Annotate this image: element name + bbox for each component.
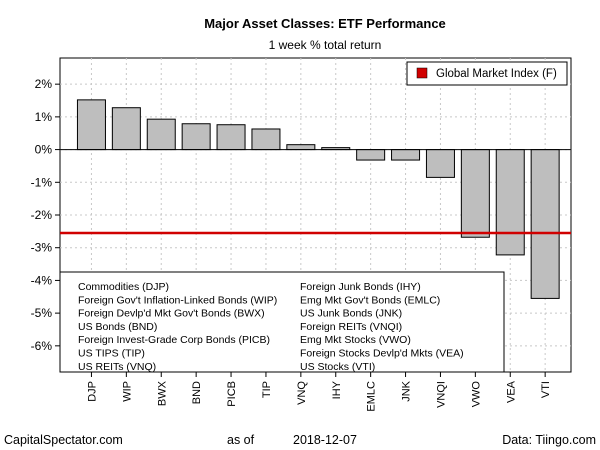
footer-as-of: as of <box>227 433 255 447</box>
bars <box>76 99 560 299</box>
x-tick-label-vnqi: VNQI <box>435 381 447 408</box>
x-tick-label-emlc: EMLC <box>366 381 378 412</box>
bar-picb <box>216 124 246 151</box>
x-tick-label-vti: VTI <box>540 381 552 398</box>
x-tick-label-jnk: JNK <box>401 380 413 401</box>
x-axis: DJP WIP BWX BND PICB TIP VNQ IHY EMLC JNK VNQI VWO V… <box>86 372 552 412</box>
legend-swatch <box>416 67 428 79</box>
bar-emlc <box>356 149 386 161</box>
y-axis: 2% 1% 0% -1% -2% -3% -4% -5% -6% <box>31 77 60 353</box>
legend-box <box>406 61 568 86</box>
footer-source-right: Data: Tiingo.com <box>502 433 596 447</box>
key-entry: US TIPS (TIP) <box>78 348 145 360</box>
key-entry: US Bonds (BND) <box>78 321 157 333</box>
key-entry: Foreign Devlp'd Mkt Gov't Bonds (BWX) <box>78 308 265 320</box>
y-tick-label: -4% <box>31 273 53 287</box>
key-entry: Foreign REITs (VNQI) <box>300 321 402 333</box>
y-tick-label: -3% <box>31 241 53 255</box>
footer-date: 2018-12-07 <box>293 433 357 447</box>
legend-label: Global Market Index (F) <box>436 68 557 80</box>
key-entry: Commodities (DJP) <box>78 281 169 293</box>
legend: Global Market Index (F) <box>406 61 568 86</box>
bar-vea <box>495 149 525 256</box>
ticker-key: Commodities (DJP)Foreign Gov't Inflation… <box>59 271 505 373</box>
chart-title: Major Asset Classes: ETF Performance <box>204 16 446 31</box>
x-tick-label-ihy: IHY <box>331 380 343 399</box>
bar-vwo <box>460 149 490 238</box>
y-tick-label: -1% <box>31 175 53 189</box>
x-tick-label-bnd: BND <box>191 381 203 404</box>
bar-tip <box>251 128 281 151</box>
bar-jnk <box>391 149 421 161</box>
x-tick-label-djp: DJP <box>86 381 98 402</box>
bar-vnqi <box>425 149 455 178</box>
y-tick-label: 1% <box>35 110 53 124</box>
key-entry: Foreign Junk Bonds (IHY) <box>300 281 421 293</box>
x-tick-label-tip: TIP <box>261 381 273 398</box>
y-tick-label: -2% <box>31 208 53 222</box>
y-tick-label: -6% <box>31 339 53 353</box>
key-entry: US Stocks (VTI) <box>300 361 375 373</box>
y-tick-label: -5% <box>31 306 53 320</box>
key-entry: Foreign Stocks Devlp'd Mkts (VEA) <box>300 348 464 360</box>
x-tick-label-picb: PICB <box>226 381 238 407</box>
key-entry: US Junk Bonds (JNK) <box>300 308 402 320</box>
bar-wip <box>111 107 141 151</box>
bar-vti <box>530 149 560 299</box>
bar-bwx <box>146 118 176 151</box>
y-tick-label: 2% <box>35 77 53 91</box>
bar-djp <box>76 99 106 151</box>
bar-vnq <box>286 144 316 151</box>
key-entry: Emg Mkt Gov't Bonds (EMLC) <box>300 294 440 306</box>
x-tick-label-vwo: VWO <box>470 381 482 408</box>
x-tick-label-vnq: VNQ <box>296 381 308 405</box>
chart-subtitle: 1 week % total return <box>269 38 382 52</box>
bar-bnd <box>181 123 211 151</box>
ticker-key-box <box>59 271 505 373</box>
key-entry: Foreign Gov't Inflation-Linked Bonds (WI… <box>78 294 277 306</box>
x-tick-label-bwx: BWX <box>156 380 168 406</box>
x-tick-label-vea: VEA <box>505 380 517 403</box>
ticker-key-right: Foreign Junk Bonds (IHY)Emg Mkt Gov't Bo… <box>300 281 464 373</box>
key-entry: US REITs (VNQ) <box>78 361 156 373</box>
ticker-key-left: Commodities (DJP)Foreign Gov't Inflation… <box>78 281 277 373</box>
y-tick-label: 0% <box>35 143 53 157</box>
key-entry: Emg Mkt Stocks (VWO) <box>300 334 411 346</box>
footer-source-left: CapitalSpectator.com <box>4 433 123 447</box>
key-entry: Foreign Invest-Grade Corp Bonds (PICB) <box>78 334 270 346</box>
x-tick-label-wip: WIP <box>121 381 133 402</box>
